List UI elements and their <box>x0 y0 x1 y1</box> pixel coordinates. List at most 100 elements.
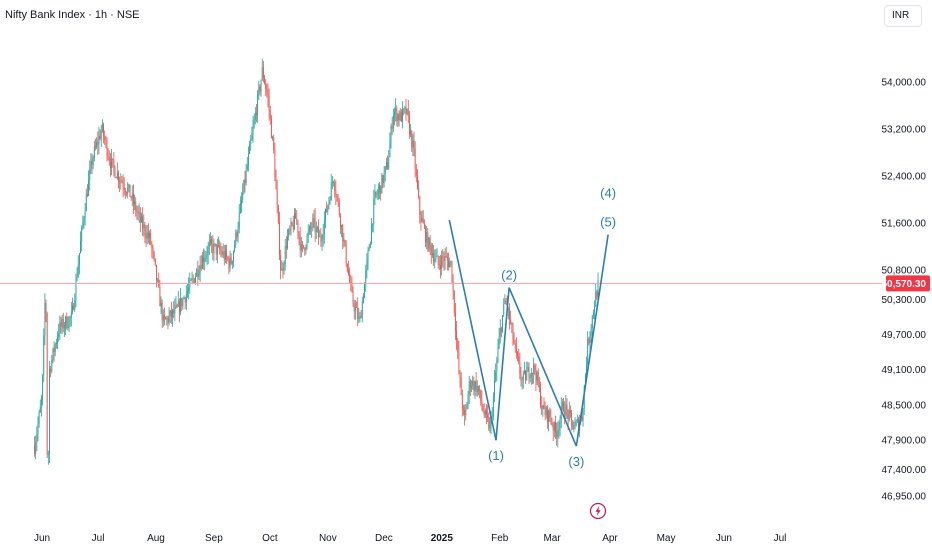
candle <box>117 162 118 180</box>
flash-alert-icon[interactable] <box>591 504 606 519</box>
wave-label[interactable]: (4) <box>600 185 616 200</box>
candle <box>418 180 419 199</box>
candle <box>210 232 211 246</box>
candle <box>484 403 485 418</box>
candle <box>38 417 39 441</box>
candle <box>470 379 471 396</box>
candle <box>332 176 333 189</box>
price-axis[interactable]: 54,000.0053,200.0052,400.0051,600.0050,8… <box>882 0 932 550</box>
candle <box>240 196 241 213</box>
candle <box>102 119 103 132</box>
candle <box>170 310 171 323</box>
candle <box>463 405 464 416</box>
candle <box>337 194 338 202</box>
price-tick-label: 46,950.00 <box>882 492 927 503</box>
alert-layer[interactable] <box>591 504 606 519</box>
candle <box>118 170 119 188</box>
candle <box>349 267 350 283</box>
candle <box>341 225 342 238</box>
candle <box>61 317 62 334</box>
candle <box>281 260 282 270</box>
candle <box>481 390 482 410</box>
candle <box>547 405 548 428</box>
candle <box>247 157 248 172</box>
candle <box>419 196 420 224</box>
candle <box>200 256 201 282</box>
candle <box>113 152 114 176</box>
wave-label[interactable]: (5) <box>600 215 616 230</box>
candle <box>133 185 134 215</box>
candle <box>50 366 51 377</box>
candle <box>299 231 300 245</box>
wave-label[interactable]: (2) <box>501 268 517 283</box>
wave-label[interactable]: (1) <box>488 448 504 463</box>
candle <box>430 235 431 255</box>
candle <box>443 251 444 271</box>
candle <box>319 230 320 238</box>
candle <box>241 192 242 213</box>
candle <box>366 253 367 278</box>
candle <box>560 415 561 436</box>
candle <box>254 114 255 129</box>
candle <box>389 132 390 157</box>
candle <box>353 286 354 306</box>
candle <box>158 272 159 288</box>
candle <box>539 377 540 392</box>
wave-line[interactable] <box>509 288 576 447</box>
candle <box>115 166 116 179</box>
candle <box>333 181 334 187</box>
candle <box>305 245 306 255</box>
candle <box>480 389 481 405</box>
candle <box>250 135 251 151</box>
candle <box>172 309 173 327</box>
candle <box>572 420 573 430</box>
candle <box>94 141 95 162</box>
wave-line[interactable] <box>576 235 608 446</box>
candle <box>72 298 73 315</box>
candle <box>532 373 533 384</box>
candle <box>256 104 257 122</box>
candle <box>326 202 327 213</box>
candle <box>557 422 558 448</box>
wave-label[interactable]: (3) <box>568 454 584 469</box>
candle <box>87 184 88 197</box>
candle <box>489 417 490 433</box>
candle <box>402 101 403 128</box>
candle <box>255 107 256 124</box>
candle <box>109 150 110 165</box>
candle <box>397 113 398 127</box>
candle <box>132 185 133 206</box>
candle <box>123 174 124 197</box>
candle <box>562 399 563 411</box>
candle <box>478 386 479 395</box>
wave-line[interactable] <box>496 288 509 441</box>
candle <box>495 363 496 382</box>
candle <box>577 414 578 423</box>
candle <box>554 421 555 437</box>
candle <box>279 212 280 260</box>
candle <box>294 208 295 230</box>
candle <box>116 177 117 179</box>
candle <box>44 293 45 345</box>
candle <box>163 309 164 326</box>
candle <box>318 219 319 245</box>
candle <box>541 396 542 415</box>
candle <box>575 417 576 429</box>
candle <box>330 196 331 205</box>
candle <box>453 274 454 299</box>
candle <box>154 251 155 262</box>
candle <box>509 303 510 329</box>
currency-button[interactable]: INR <box>884 5 922 27</box>
candle <box>454 290 455 317</box>
candle <box>277 180 278 214</box>
candle <box>136 205 137 219</box>
candle <box>262 59 263 81</box>
candle <box>529 362 530 384</box>
candle <box>371 218 372 245</box>
candle <box>325 208 326 228</box>
candle <box>393 109 394 133</box>
candle <box>475 380 476 399</box>
